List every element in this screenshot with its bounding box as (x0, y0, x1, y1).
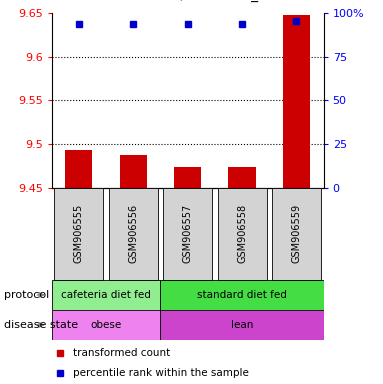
Bar (65, 150, 93, 188)
Text: disease state: disease state (4, 320, 78, 330)
FancyBboxPatch shape (163, 188, 212, 280)
FancyBboxPatch shape (52, 310, 160, 340)
Text: transformed count: transformed count (74, 348, 171, 358)
Text: percentile rank within the sample: percentile rank within the sample (74, 368, 249, 378)
FancyBboxPatch shape (109, 188, 158, 280)
Text: GSM906559: GSM906559 (291, 204, 301, 263)
Bar (283, 15, 310, 188)
Bar (174, 167, 201, 188)
FancyBboxPatch shape (272, 188, 321, 280)
FancyBboxPatch shape (160, 280, 324, 310)
FancyBboxPatch shape (160, 310, 324, 340)
Text: GSM906556: GSM906556 (128, 204, 138, 263)
Text: lean: lean (231, 320, 253, 330)
Text: standard diet fed: standard diet fed (197, 290, 287, 300)
Bar (229, 167, 256, 188)
Text: cafeteria diet fed: cafeteria diet fed (61, 290, 151, 300)
FancyBboxPatch shape (218, 188, 267, 280)
Text: GDS4344 / 1372395_at: GDS4344 / 1372395_at (111, 0, 272, 2)
Text: GSM906558: GSM906558 (237, 204, 247, 263)
FancyBboxPatch shape (54, 188, 103, 280)
Bar (120, 156, 147, 188)
Text: obese: obese (90, 320, 122, 330)
Text: GSM906557: GSM906557 (183, 204, 193, 263)
Text: protocol: protocol (4, 290, 49, 300)
FancyBboxPatch shape (52, 280, 160, 310)
Text: GSM906555: GSM906555 (74, 204, 84, 263)
